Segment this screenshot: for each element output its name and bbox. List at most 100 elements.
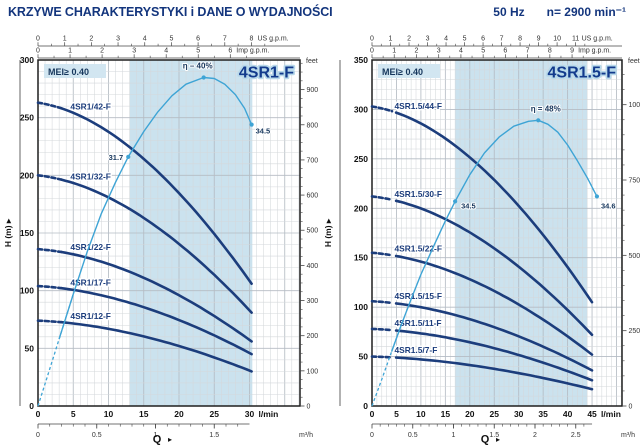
lmin-tick-label: 25 bbox=[490, 409, 500, 419]
us-gpm-axis-tick-label: 11 bbox=[572, 36, 579, 43]
h-tick-label: 300 bbox=[354, 104, 368, 114]
us-gpm-axis-tick-label: 0 bbox=[36, 36, 40, 43]
head-curve bbox=[60, 250, 253, 343]
feet-tick-label: 250 bbox=[629, 328, 640, 335]
imp-gpm-axis-unit-label: Imp g.p.m. bbox=[578, 48, 611, 55]
feet-tick-label: 200 bbox=[307, 333, 319, 340]
head-curve bbox=[394, 111, 594, 304]
head-curve-dashed bbox=[36, 174, 63, 181]
efficiency-value-label: 34.6 bbox=[601, 201, 616, 210]
efficiency-point-marker bbox=[594, 194, 600, 199]
efficiency-value-label: 31.7 bbox=[109, 153, 124, 162]
feet-tick-label: 300 bbox=[307, 298, 319, 305]
feet-tick-label: 900 bbox=[307, 87, 319, 94]
curve-label: 4SR1.5/30-F bbox=[394, 189, 441, 199]
m3h-tick-label: 0.5 bbox=[408, 432, 418, 439]
head-curve-dashed bbox=[370, 327, 394, 332]
chart-title: 4SR1-F bbox=[239, 65, 294, 82]
head-curve bbox=[60, 178, 253, 314]
lmin-tick-label: 0 bbox=[36, 409, 41, 419]
header-specs: 50 Hz n= 2900 min⁻¹ bbox=[493, 5, 626, 19]
head-curve-dashed bbox=[370, 195, 394, 202]
imp-gpm-axis-tick-label: 6 bbox=[503, 48, 507, 55]
us-gpm-axis-tick-label: 8 bbox=[250, 36, 254, 43]
imp-gpm-axis-tick-label: 4 bbox=[164, 48, 168, 55]
h-tick-label: 200 bbox=[354, 203, 368, 213]
us-gpm-axis-tick-label: 3 bbox=[116, 36, 120, 43]
m3h-tick-label: 1.5 bbox=[209, 432, 219, 439]
imp-gpm-axis-tick-label: 3 bbox=[437, 48, 441, 55]
lmin-tick-label: 5 bbox=[394, 409, 399, 419]
efficiency-point-marker bbox=[201, 75, 206, 80]
feet-axis-title: feet bbox=[306, 58, 318, 65]
h-tick-label: 250 bbox=[354, 154, 368, 164]
feet-tick-label: 100 bbox=[307, 368, 319, 375]
page-title: KRZYWE CHARAKTERYSTYKI i DANE O WYDAJNOŚ… bbox=[8, 5, 333, 19]
m3h-tick-label: 1 bbox=[154, 432, 158, 439]
curve-label: 4SR1.5/7-F bbox=[394, 345, 437, 355]
imp-gpm-axis-tick-label: 2 bbox=[100, 48, 104, 55]
us-gpm-axis-tick-label: 5 bbox=[169, 36, 173, 43]
lmin-tick-label: 0 bbox=[370, 409, 375, 419]
h-tick-label: 150 bbox=[20, 228, 34, 238]
us-gpm-axis-tick-label: 5 bbox=[463, 36, 467, 43]
h-tick-label: 200 bbox=[20, 170, 34, 180]
lmin-tick-label: 40 bbox=[563, 409, 573, 419]
mei-badge bbox=[44, 64, 106, 78]
us-gpm-axis-tick-label: 2 bbox=[407, 36, 411, 43]
efficiency-point-marker bbox=[536, 118, 541, 123]
head-curve bbox=[60, 286, 253, 356]
m3h-tick-label: 1.5 bbox=[489, 432, 499, 439]
mei-label: MEI≥ 0.40 bbox=[48, 67, 89, 77]
us-gpm-axis-tick-label: 7 bbox=[223, 36, 227, 43]
lmin-tick-label: 30 bbox=[245, 409, 255, 419]
head-curve bbox=[394, 329, 594, 382]
imp-gpm-axis-tick-label: 0 bbox=[36, 48, 40, 55]
lmin-tick-label: 5 bbox=[71, 409, 76, 419]
us-gpm-axis-tick-label: 0 bbox=[370, 36, 374, 43]
head-curve-dashed bbox=[36, 284, 63, 290]
lmin-tick-label: 25 bbox=[210, 409, 220, 419]
lmin-tick-label: 10 bbox=[104, 409, 114, 419]
m3h-tick-label: 2.5 bbox=[571, 432, 581, 439]
lmin-unit-label: l/min bbox=[259, 409, 279, 419]
m3h-tick-label: 0 bbox=[36, 432, 40, 439]
h-tick-label: 50 bbox=[359, 352, 369, 362]
head-curve bbox=[394, 302, 594, 372]
feet-tick-label: 600 bbox=[307, 193, 319, 200]
lmin-tick-label: 45 bbox=[587, 409, 597, 419]
head-curve bbox=[394, 356, 594, 391]
feet-tick-label: 400 bbox=[307, 263, 319, 270]
curve-label: 4SR1.5/15-F bbox=[394, 291, 441, 301]
plot-border bbox=[371, 59, 623, 407]
head-curve-dashed bbox=[36, 319, 63, 324]
h-tick-label: 0 bbox=[363, 401, 368, 411]
imp-gpm-axis-tick-label: 9 bbox=[570, 48, 574, 55]
imp-gpm-axis-tick-label: 8 bbox=[548, 48, 552, 55]
chart-title: 4SR1.5-F bbox=[548, 65, 617, 82]
imp-gpm-axis-tick-label: 3 bbox=[132, 48, 136, 55]
h-tick-label: 150 bbox=[354, 253, 368, 263]
us-gpm-axis-unit-label: US g.p.m. bbox=[257, 36, 288, 43]
curve-label: 4SR1/42-F bbox=[70, 102, 111, 112]
m3h-unit-label: m³/h bbox=[621, 432, 635, 439]
h-axis-title: H (m) ▸ bbox=[323, 218, 333, 247]
h-tick-label: 0 bbox=[29, 401, 34, 411]
mei-label: MEI≥ 0.40 bbox=[382, 67, 423, 77]
head-curve-dashed bbox=[36, 101, 63, 110]
h-tick-label: 100 bbox=[354, 302, 368, 312]
feet-tick-label: 500 bbox=[629, 253, 640, 260]
imp-gpm-axis-tick-label: 1 bbox=[68, 48, 72, 55]
feet-axis-title: feet bbox=[628, 58, 640, 65]
head-curve bbox=[394, 199, 594, 337]
efficiency-curve bbox=[390, 119, 598, 352]
imp-gpm-axis-tick-label: 5 bbox=[481, 48, 485, 55]
frequency-label: 50 Hz bbox=[493, 5, 525, 19]
curve-label: 4SR1.5/44-F bbox=[394, 101, 441, 111]
efficiency-point-marker bbox=[453, 199, 458, 204]
lmin-tick-label: 10 bbox=[416, 409, 426, 419]
us-gpm-axis-tick-label: 6 bbox=[196, 36, 200, 43]
feet-tick-label: 750 bbox=[629, 178, 640, 185]
q-axis-arrow-icon: ▸ bbox=[496, 435, 500, 444]
imp-gpm-axis-tick-label: 1 bbox=[392, 48, 396, 55]
